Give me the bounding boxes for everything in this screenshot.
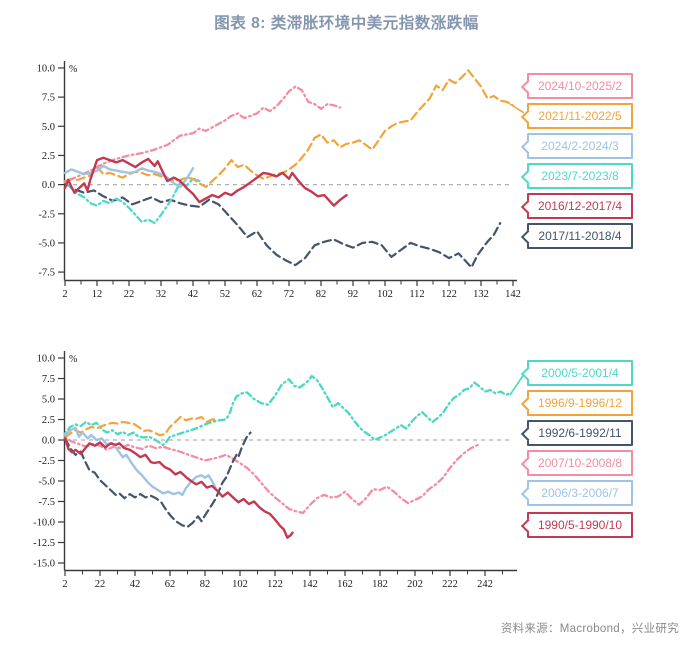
x-tick-label: 22	[95, 579, 106, 590]
y-tick-label: 7.5	[42, 374, 55, 385]
y-tick-label: -7.5	[38, 497, 55, 508]
legend-item-2023-7-2023-8: 2023/7-2023/8	[520, 163, 633, 189]
series-line-2006-3-2006-7	[63, 426, 217, 497]
x-tick-label: 12	[92, 289, 103, 300]
legend-item-2016-12-2017-4: 2016/12-2017/4	[520, 193, 633, 219]
legend-item-2017-11-2018-4: 2017/11-2018/4	[520, 223, 633, 249]
series-line-2007-10-2008-8	[63, 436, 480, 515]
y-tick-label: -2.5	[38, 456, 55, 467]
legend-label: 2000/5-2001/4	[541, 366, 619, 380]
y-tick-label: -12.5	[33, 538, 55, 549]
x-tick-label: 2	[62, 289, 67, 300]
x-tick-label: 42	[130, 579, 141, 590]
x-tick-label: 102	[232, 579, 248, 590]
chart-2-plot: 10.0 7.5 5.0 2.5 0.0 -2.5 -5.0 -7.5 -10.0 -12.5 -1…	[33, 351, 524, 590]
y-tick-label: 2.5	[42, 415, 55, 426]
legend-item-2000-5-2001-4: 2000/5-2001/4	[520, 360, 633, 386]
x-tick-label: 142	[302, 579, 318, 590]
x-tick-label: 32	[156, 289, 167, 300]
figure-title: 图表 8: 类滞胀环境中美元指数涨跌幅	[214, 15, 479, 32]
x-tick-label: 22	[124, 289, 135, 300]
y-tick-label: -5.0	[38, 477, 55, 488]
x-tick-label: 102	[377, 289, 393, 300]
legend-label: 2024/10-2025/2	[537, 79, 623, 93]
chart-2-legend: 2000/5-2001/4 1996/9-1996/12 1992/6-1992/1…	[520, 360, 633, 542]
y-tick-label: -2.5	[38, 209, 55, 220]
series-line-2017-11-2018-4	[63, 182, 502, 269]
legend-label: 2017/11-2018/4	[538, 229, 622, 243]
series-line-1990-5-1990-10	[63, 437, 294, 539]
y-tick-label: -15.0	[33, 559, 55, 570]
legend-item-2024-10-2025-2: 2024/10-2025/2	[520, 73, 633, 99]
y-axis-unit-label: %	[69, 64, 77, 75]
legend-item-1992-6-1992-11: 1992/6-1992/11	[520, 420, 633, 446]
series-line-1992-6-1992-11	[63, 431, 252, 528]
x-tick-label: 182	[372, 579, 388, 590]
x-tick-label: 132	[473, 289, 489, 300]
x-tick-label: 52	[220, 289, 231, 300]
chart-1-legend: 2024/10-2025/2 2021/11-2022/5 2024/2-2024/…	[520, 73, 633, 253]
y-axis-unit-label: %	[69, 354, 77, 365]
y-tick-label: 10.0	[37, 63, 55, 74]
x-tick-label: 62	[165, 579, 176, 590]
x-tick-label: 82	[200, 579, 211, 590]
x-tick-label: 242	[477, 579, 493, 590]
y-tick-label: -5.0	[38, 238, 55, 249]
legend-item-2024-2-2024-3: 2024/2-2024/3	[520, 133, 633, 159]
x-tick-label: 122	[441, 289, 457, 300]
y-tick-label: 0.0	[42, 180, 55, 191]
legend-label: 2016/12-2017/4	[537, 199, 623, 213]
x-tick-label: 142	[505, 289, 521, 300]
x-tick-label: 202	[407, 579, 423, 590]
y-tick-label: -7.5	[38, 268, 55, 279]
legend-label: 2007/10-2008/8	[537, 456, 623, 470]
x-tick-label: 2	[62, 579, 67, 590]
y-tick-label: 10.0	[37, 354, 55, 365]
x-tick-label: 92	[348, 289, 359, 300]
legend-label: 1990/5-1990/10	[537, 518, 623, 532]
legend-label: 2021/11-2022/5	[538, 109, 622, 123]
y-tick-label: 7.5	[42, 93, 55, 104]
series-line-2021-11-2022-5	[63, 69, 515, 188]
x-tick-label: 62	[252, 289, 263, 300]
legend-label: 2023/7-2023/8	[541, 169, 619, 183]
y-tick-label: 0.0	[42, 436, 55, 447]
series-line-2023-7-2023-8	[63, 177, 201, 225]
x-tick-label: 222	[442, 579, 458, 590]
y-tick-label: 5.0	[42, 122, 55, 133]
x-tick-label: 122	[267, 579, 283, 590]
legend-item-2021-11-2022-5: 2021/11-2022/5	[520, 103, 633, 129]
series-line-2024-10-2025-2	[63, 85, 342, 184]
x-tick-label: 72	[284, 289, 295, 300]
legend-label: 2006/3-2006/7	[541, 486, 619, 500]
legend-item-1990-5-1990-10: 1990/5-1990/10	[520, 512, 633, 538]
legend-label: 1992/6-1992/11	[538, 426, 622, 440]
y-tick-label: 5.0	[42, 395, 55, 406]
x-tick-label: 82	[316, 289, 327, 300]
y-tick-label: -10.0	[33, 518, 55, 529]
series-line-2024-2-2024-3	[63, 164, 195, 189]
series-line-1996-9-1996-12	[63, 415, 217, 439]
legend-item-1996-9-1996-12: 1996/9-1996/12	[520, 390, 633, 416]
series-line-2000-5-2001-4	[63, 374, 511, 447]
legend-label: 2024/2-2024/3	[541, 139, 619, 153]
source-note: 资料来源：Macrobond，兴业研究	[500, 623, 679, 635]
legend-label: 1996/9-1996/12	[537, 396, 623, 410]
chart-1-plot: 10.0 7.5 5.0 2.5 0.0 -2.5 -5.0 -7.5 2 12 22 32 42 52 6…	[37, 61, 524, 300]
x-tick-label: 112	[409, 289, 424, 300]
legend-item-2007-10-2008-8: 2007/10-2008/8	[520, 450, 633, 476]
series-line-2016-12-2017-4	[63, 156, 348, 207]
y-tick-label: 2.5	[42, 151, 55, 162]
legend-item-2006-3-2006-7: 2006/3-2006/7	[520, 480, 633, 506]
x-tick-label: 162	[337, 579, 353, 590]
x-tick-label: 42	[188, 289, 199, 300]
